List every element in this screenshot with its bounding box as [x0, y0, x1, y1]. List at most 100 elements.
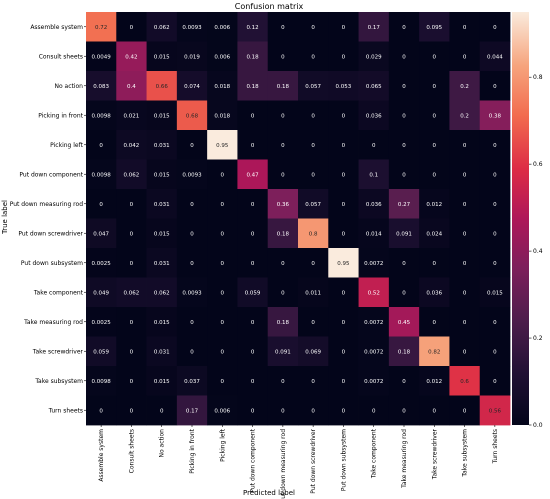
- cell-value-label: 0.0098: [92, 113, 112, 119]
- heatmap-cell: [146, 159, 178, 190]
- heatmap-cell: [207, 336, 238, 367]
- cell-value-label: 0: [190, 349, 194, 355]
- heatmap-cell: [176, 366, 208, 396]
- cell-value-label: 0: [251, 231, 255, 237]
- heatmap-cell: [388, 248, 420, 278]
- y-tick-label: Picking in front: [38, 112, 83, 119]
- heatmap-cell: [358, 159, 390, 190]
- heatmap-cell: [267, 307, 299, 337]
- cell-value-label: 0: [190, 143, 194, 149]
- cell-value-label: 0: [251, 202, 255, 208]
- cell-value-label: 0.015: [154, 172, 170, 178]
- heatmap-cell: [298, 218, 329, 249]
- cell-value-label: 0: [402, 379, 406, 385]
- heatmap-cell: [479, 71, 511, 101]
- heatmap-cell: [237, 100, 269, 131]
- cell-value-label: 0: [402, 113, 406, 119]
- cell-value-label: 0.0093: [182, 25, 202, 31]
- heatmap-cell: [479, 100, 511, 131]
- cell-value-label: 0.015: [487, 290, 503, 296]
- heatmap-cell: [449, 41, 481, 72]
- heatmap-cell: [449, 130, 481, 160]
- cell-value-label: 0: [493, 84, 497, 90]
- cell-value-label: 0: [433, 261, 437, 267]
- heatmap-cell: [419, 100, 450, 131]
- y-tick-label: Take component: [33, 289, 84, 296]
- cell-value-label: 0: [311, 25, 315, 31]
- y-tick-label: Put down screwdriver: [18, 230, 83, 237]
- cell-value-label: 0: [130, 408, 134, 414]
- cell-value-label: 0.059: [245, 290, 261, 296]
- heatmap-cell: [237, 395, 269, 426]
- cell-value-label: 0: [281, 113, 285, 119]
- cell-value-label: 0.0072: [364, 320, 383, 326]
- x-tick-label: Take subsystem: [462, 429, 469, 478]
- heatmap-cell: [328, 71, 359, 101]
- heatmap-cell: [267, 336, 299, 367]
- cell-value-label: 0.72: [95, 25, 107, 31]
- heatmap-cell: [298, 130, 329, 160]
- cell-value-label: 0.2: [460, 84, 469, 90]
- heatmap-cell: [207, 395, 238, 426]
- heatmap-cell: [176, 307, 208, 337]
- colorbar: [512, 12, 529, 425]
- heatmap-cell: [237, 336, 269, 367]
- cell-value-label: 0.095: [426, 25, 442, 31]
- heatmap-cell: [328, 130, 359, 160]
- heatmap-cell: [86, 41, 117, 72]
- heatmap-cell: [479, 12, 511, 42]
- cell-value-label: 0: [190, 320, 194, 326]
- heatmap-cell: [449, 307, 481, 337]
- heatmap-cell: [449, 248, 481, 278]
- heatmap-cell: [388, 71, 420, 101]
- cell-value-label: 0: [311, 379, 315, 385]
- heatmap-cell: [237, 218, 269, 249]
- cell-value-label: 0: [342, 25, 346, 31]
- y-tick-label: Assemble system: [30, 24, 83, 31]
- cell-value-label: 0.053: [336, 84, 352, 90]
- heatmap-cell: [207, 12, 238, 42]
- x-tick-label: Take screwdriver: [431, 428, 438, 480]
- heatmap-cell: [267, 159, 299, 190]
- cell-value-label: 0: [130, 261, 134, 267]
- cell-value-label: 0: [342, 408, 346, 414]
- x-tick-label: Picking left: [219, 428, 226, 461]
- cell-value-label: 0: [221, 290, 225, 296]
- heatmap-cell: [146, 248, 178, 278]
- cell-value-label: 0: [342, 231, 346, 237]
- heatmap-cell: [419, 366, 450, 396]
- heatmap-cell: [116, 248, 147, 278]
- heatmap-cell: [419, 218, 450, 249]
- cell-value-label: 0: [130, 320, 134, 326]
- heatmap-cell: [358, 336, 390, 367]
- heatmap-cell: [237, 159, 269, 190]
- cell-value-label: 0.031: [154, 202, 170, 208]
- heatmap-cell: [116, 307, 147, 337]
- cell-value-label: 0: [493, 379, 497, 385]
- cell-value-label: 0.12: [246, 25, 258, 31]
- heatmap-cell: [116, 130, 147, 160]
- heatmap-cell: [449, 159, 481, 190]
- heatmap-cell: [358, 277, 390, 308]
- cell-value-label: 0.036: [426, 290, 442, 296]
- cell-value-label: 0.95: [337, 261, 350, 267]
- heatmap-cell: [328, 12, 359, 42]
- heatmap-cell: [388, 12, 420, 42]
- cell-value-label: 0.018: [214, 113, 230, 119]
- heatmap-cell: [449, 336, 481, 367]
- cell-value-label: 0: [342, 349, 346, 355]
- cell-value-label: 0.38: [489, 113, 502, 119]
- heatmap-cell: [449, 366, 481, 396]
- cell-value-label: 0: [221, 172, 225, 178]
- heatmap-cell: [479, 159, 511, 190]
- heatmap-cell: [267, 12, 299, 42]
- cell-value-label: 0: [433, 113, 437, 119]
- cell-value-label: 0.0049: [92, 54, 112, 60]
- cell-value-label: 0: [251, 143, 255, 149]
- heatmap-cell: [388, 395, 420, 426]
- heatmap-cell: [267, 395, 299, 426]
- heatmap-cell: [207, 366, 238, 396]
- heatmap-cell: [86, 71, 117, 101]
- heatmap-cell: [237, 307, 269, 337]
- cell-value-label: 0: [342, 54, 346, 60]
